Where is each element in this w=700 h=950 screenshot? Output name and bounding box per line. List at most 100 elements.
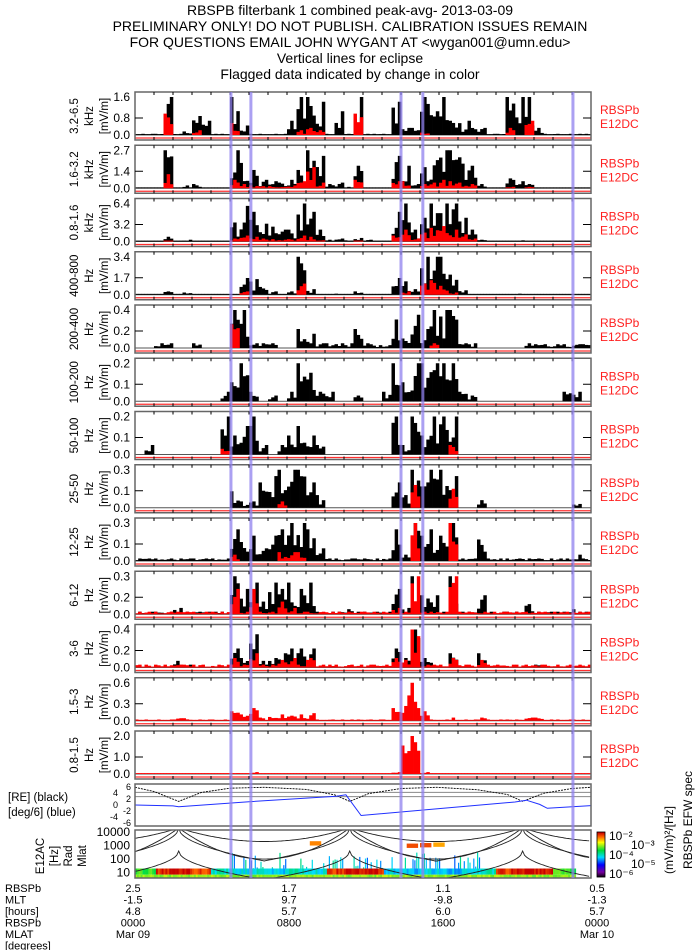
peak-spike (192, 293, 196, 295)
flagged-spike (451, 582, 456, 615)
flagged-spike (245, 291, 250, 295)
spectrogram-cell (273, 874, 276, 878)
spectrogram-cell (214, 874, 217, 878)
colorbar-cell (597, 834, 605, 836)
peak-spike (505, 97, 509, 135)
flagged-spike (179, 612, 183, 615)
flagged-spike (166, 719, 171, 721)
flagged-spike (236, 712, 240, 721)
time-axis-value: 2.5 (125, 883, 140, 895)
flagged-spike (306, 718, 310, 721)
spectrogram-cell (146, 868, 149, 875)
peak-spike (337, 293, 342, 295)
colorbar-cell (597, 865, 605, 867)
flagged-spike (413, 742, 418, 774)
flagged-spike (195, 613, 199, 615)
peak-spike (239, 598, 243, 615)
spectrogram-cell (176, 868, 179, 875)
spectrogram-cell (490, 874, 493, 878)
spectrogram-cell (180, 874, 183, 878)
spectrogram-cell (277, 868, 280, 875)
flagged-spike (540, 718, 544, 721)
peak-spike (410, 469, 414, 508)
peak-spike (163, 239, 167, 242)
colorbar-cell (597, 856, 605, 858)
spectrogram-cell (307, 868, 311, 875)
spectrogram-cell (532, 874, 535, 878)
peak-spike (423, 447, 427, 455)
peak-spike (309, 218, 313, 242)
flagged-spike (328, 664, 332, 668)
peak-spike (404, 281, 408, 295)
flagged-spike (401, 662, 405, 668)
spectrogram-cell (342, 868, 345, 875)
colorbar-label: (mV/m)²/[Hz] (662, 806, 676, 874)
peak-spike (502, 560, 506, 561)
flagged-spike (252, 187, 256, 189)
peak-spike (271, 184, 275, 189)
spectrogram-cell (296, 874, 299, 878)
spectrogram-cell (475, 868, 478, 875)
peak-spike (277, 535, 281, 561)
peak-spike (274, 291, 278, 295)
flagged-spike (578, 773, 582, 774)
flagged-spike (470, 665, 475, 668)
flagged-spike (283, 556, 288, 561)
spectrogram-cell (444, 868, 447, 875)
peak-spike (568, 240, 573, 242)
spectrogram-cell (212, 868, 216, 875)
y-tick-label: 4 (113, 788, 118, 798)
time-axis-row-label: MLAT (5, 929, 34, 941)
spectrogram-cell (193, 868, 197, 875)
flagged-spike (435, 289, 440, 295)
instrument-label: RBSPb (600, 689, 640, 703)
peak-spike (470, 127, 475, 135)
flagged-spike (388, 719, 392, 721)
colorbar-cell (597, 832, 605, 834)
peak-spike (527, 240, 532, 242)
y-label: [Hz] (49, 846, 61, 866)
flagged-spike (309, 236, 313, 242)
peak-spike (340, 182, 345, 189)
peak-spike (511, 559, 516, 561)
peak-spike (328, 134, 332, 135)
flagged-spike (163, 664, 167, 668)
flagged-spike (581, 773, 585, 774)
peak-spike (375, 558, 380, 561)
peak-spike (568, 293, 573, 295)
peak-spike (302, 442, 307, 455)
peak-spike (508, 178, 513, 189)
peak-spike (283, 599, 288, 615)
spectrogram-cell (497, 874, 501, 878)
flagged-spike (527, 123, 532, 135)
flagged-spike (144, 719, 148, 721)
peak-spike (318, 344, 323, 348)
flagged-spike (350, 719, 354, 721)
flagged-spike (477, 773, 481, 774)
peak-spike (245, 125, 250, 135)
spectrogram-cell (150, 874, 153, 878)
flagged-spike (277, 187, 281, 189)
peak-spike (423, 486, 427, 508)
flagged-spike (160, 773, 164, 774)
flagged-spike (214, 666, 218, 668)
flagged-spike (293, 658, 297, 668)
peak-spike (188, 293, 193, 295)
peak-spike (435, 160, 440, 189)
flagged-spike (245, 611, 250, 615)
spectrogram-cell (458, 862, 460, 869)
flagged-spike (549, 613, 554, 615)
peak-spike (575, 293, 579, 295)
spectrogram-cell (345, 868, 349, 875)
flagged-spike (470, 239, 475, 242)
peak-spike (242, 436, 247, 455)
peak-spike (274, 395, 278, 402)
peak-spike (435, 443, 440, 455)
peak-spike (439, 535, 443, 561)
peak-spike (312, 482, 316, 508)
title-line: Flagged data indicated by change in colo… (220, 66, 480, 82)
spectrogram-cell (332, 860, 334, 869)
peak-spike (435, 335, 440, 348)
peak-spike (426, 377, 430, 402)
freq-unit-label: Hz (84, 268, 96, 282)
